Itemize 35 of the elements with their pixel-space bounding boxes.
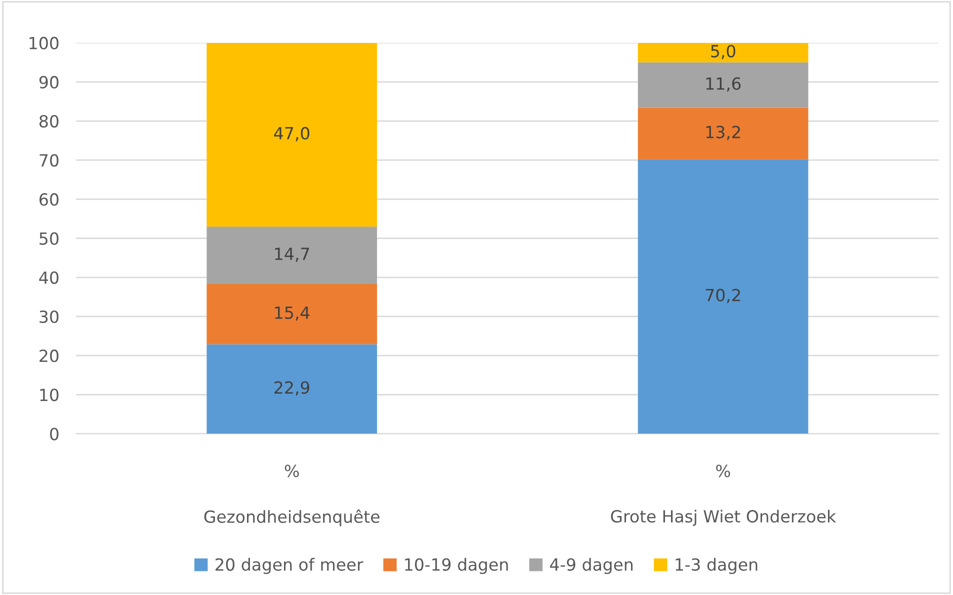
bar xyxy=(638,108,808,160)
y-tick-label: 90 xyxy=(39,76,58,88)
y-tick-label: 100 xyxy=(30,36,58,50)
data-label: 5,0 xyxy=(711,44,736,60)
legend-label: 4-9 dagen xyxy=(550,558,633,574)
bar xyxy=(638,159,808,434)
legend-label: 10-19 dagen xyxy=(405,558,508,574)
legend-label: 20 dagen of meer xyxy=(216,558,364,574)
data-label: 70,2 xyxy=(706,288,740,304)
y-tick-label: 70 xyxy=(40,154,58,167)
bar xyxy=(206,42,378,227)
y-tick-label: 20 xyxy=(40,350,58,362)
data-label: 11,6 xyxy=(706,77,741,92)
data-label: 13,2 xyxy=(706,126,740,140)
data-label: 22,9 xyxy=(274,381,310,396)
x-tick-label: % xyxy=(284,464,299,478)
y-tick-label: 80 xyxy=(39,114,58,128)
x-tick-label: % xyxy=(716,464,730,478)
data-label: 15,4 xyxy=(275,306,310,321)
y-tick-label: 0 xyxy=(50,428,58,440)
text: Gezondheidsenquête xyxy=(204,509,380,526)
y-tick-label: 40 xyxy=(39,271,58,284)
y-tick-label: 30 xyxy=(40,310,58,324)
bar xyxy=(206,226,378,284)
bar xyxy=(206,284,378,344)
data-label: 14,7 xyxy=(275,248,309,262)
y-tick-label: 50 xyxy=(40,232,58,245)
data-label: 47,0 xyxy=(274,126,310,142)
y-tick-label: 10 xyxy=(40,388,58,402)
bar xyxy=(638,42,808,62)
y-tick-label: 60 xyxy=(40,193,58,206)
text: Grote Hasj Wiet Onderzoek xyxy=(610,510,836,526)
bar xyxy=(638,62,808,108)
bar xyxy=(206,344,378,434)
legend-label: 1-3 dagen xyxy=(676,558,758,574)
